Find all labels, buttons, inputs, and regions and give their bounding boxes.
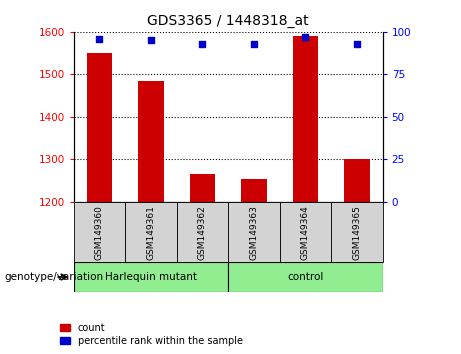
Text: control: control bbox=[287, 272, 324, 282]
FancyBboxPatch shape bbox=[331, 202, 383, 262]
Bar bbox=[189, 174, 215, 202]
Point bbox=[199, 41, 206, 47]
Bar bbox=[241, 179, 267, 202]
FancyBboxPatch shape bbox=[280, 202, 331, 262]
Text: genotype/variation: genotype/variation bbox=[5, 272, 104, 282]
Bar bbox=[87, 53, 112, 202]
Bar bbox=[138, 81, 164, 202]
FancyBboxPatch shape bbox=[74, 262, 228, 292]
Point bbox=[96, 36, 103, 41]
FancyBboxPatch shape bbox=[228, 202, 280, 262]
Text: GSM149360: GSM149360 bbox=[95, 205, 104, 260]
Point bbox=[353, 41, 361, 47]
FancyBboxPatch shape bbox=[74, 202, 125, 262]
Point bbox=[250, 41, 258, 47]
Text: GSM149364: GSM149364 bbox=[301, 205, 310, 259]
Text: GSM149362: GSM149362 bbox=[198, 205, 207, 259]
Title: GDS3365 / 1448318_at: GDS3365 / 1448318_at bbox=[148, 14, 309, 28]
Point bbox=[301, 34, 309, 40]
Text: GSM149361: GSM149361 bbox=[147, 205, 155, 260]
Text: GSM149365: GSM149365 bbox=[352, 205, 361, 260]
FancyBboxPatch shape bbox=[177, 202, 228, 262]
Point bbox=[148, 38, 155, 43]
Bar bbox=[344, 159, 370, 202]
Text: GSM149363: GSM149363 bbox=[249, 205, 259, 260]
FancyBboxPatch shape bbox=[228, 262, 383, 292]
Bar bbox=[293, 36, 318, 202]
Legend: count, percentile rank within the sample: count, percentile rank within the sample bbox=[60, 323, 242, 346]
Text: Harlequin mutant: Harlequin mutant bbox=[105, 272, 197, 282]
FancyBboxPatch shape bbox=[125, 202, 177, 262]
